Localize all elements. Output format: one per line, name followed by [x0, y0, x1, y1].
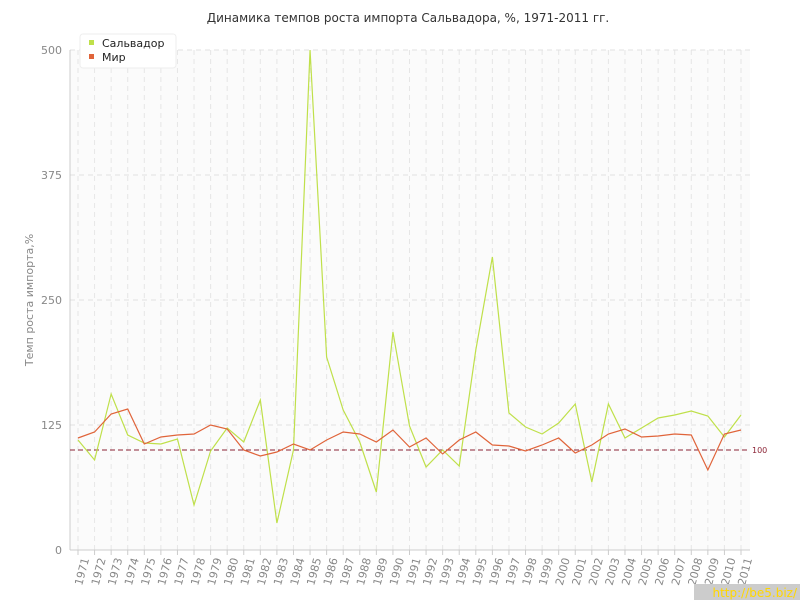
line-series: [77, 49, 742, 524]
y-tick-label: 250: [41, 294, 62, 307]
watermark-bg: [694, 584, 800, 600]
y-tick-label: 0: [55, 544, 62, 557]
reference-label: 100: [752, 446, 767, 455]
y-tick-label: 500: [41, 44, 62, 57]
legend-label: Мир: [102, 51, 126, 64]
legend-box: [79, 33, 177, 69]
legend-label: Сальвадор: [102, 37, 164, 50]
chart-title: Динамика темпов роста импорта Сальвадора…: [207, 11, 610, 25]
watermark: http://be5.biz/: [712, 586, 797, 600]
y-axis-label: Темп роста импорта,%: [23, 234, 36, 367]
y-tick-label: 375: [41, 169, 62, 182]
line-series: [77, 408, 742, 472]
legend-swatch: [89, 54, 94, 59]
y-tick-label: 125: [41, 419, 62, 432]
legend-swatch: [89, 40, 94, 45]
